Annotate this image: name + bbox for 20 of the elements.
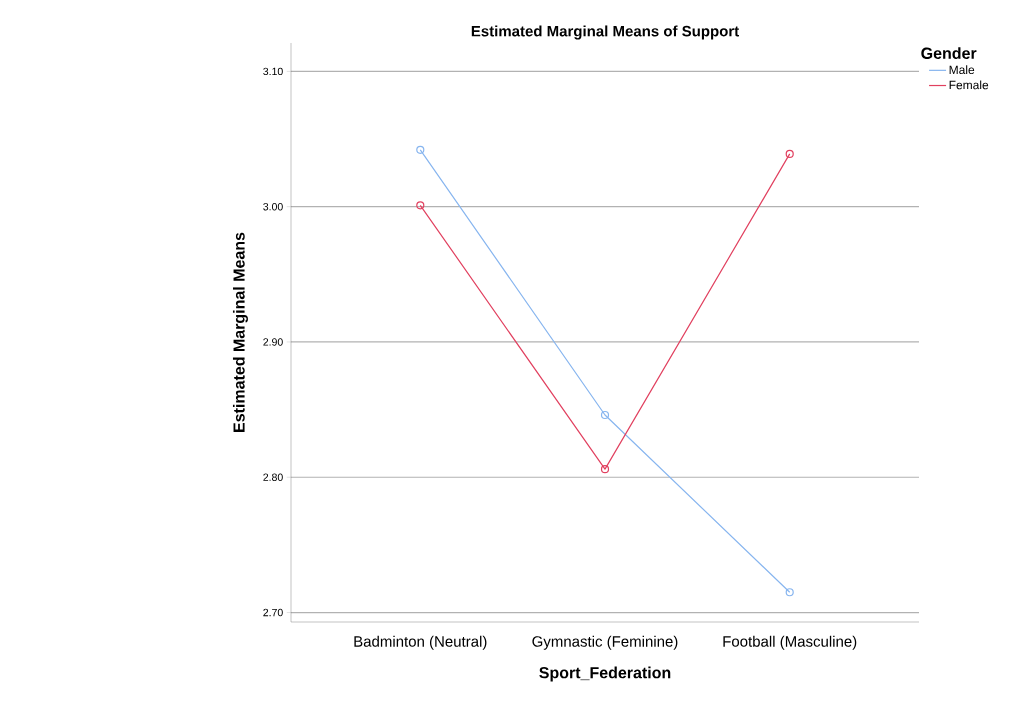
legend-title: Gender xyxy=(921,47,977,59)
point xyxy=(785,149,794,159)
point xyxy=(416,201,425,210)
y-tick-label: 3.10 xyxy=(263,67,283,76)
y-axis-title: Estimated Marginal Means xyxy=(232,232,248,432)
x-tick-label: Gymnastic (Feminine) xyxy=(532,635,678,650)
y-tick-label: 2.70 xyxy=(263,608,283,617)
point xyxy=(785,588,794,597)
x-tick-label: Football (Masculine) xyxy=(723,635,857,650)
x-axis-title: Sport_Federation xyxy=(539,666,671,682)
legend-label: Male xyxy=(949,65,975,75)
y-tick-label: 2.80 xyxy=(263,473,283,481)
y-tick-label: 3.00 xyxy=(263,202,283,211)
x-tick-label: Badminton (Neutral) xyxy=(354,635,487,650)
point xyxy=(600,410,610,420)
chart-title: Estimated Marginal Means of Support xyxy=(471,25,739,40)
point xyxy=(600,465,610,474)
legend-label: Female xyxy=(949,80,989,90)
point xyxy=(416,145,425,154)
y-tick-label: 2.90 xyxy=(263,338,283,346)
